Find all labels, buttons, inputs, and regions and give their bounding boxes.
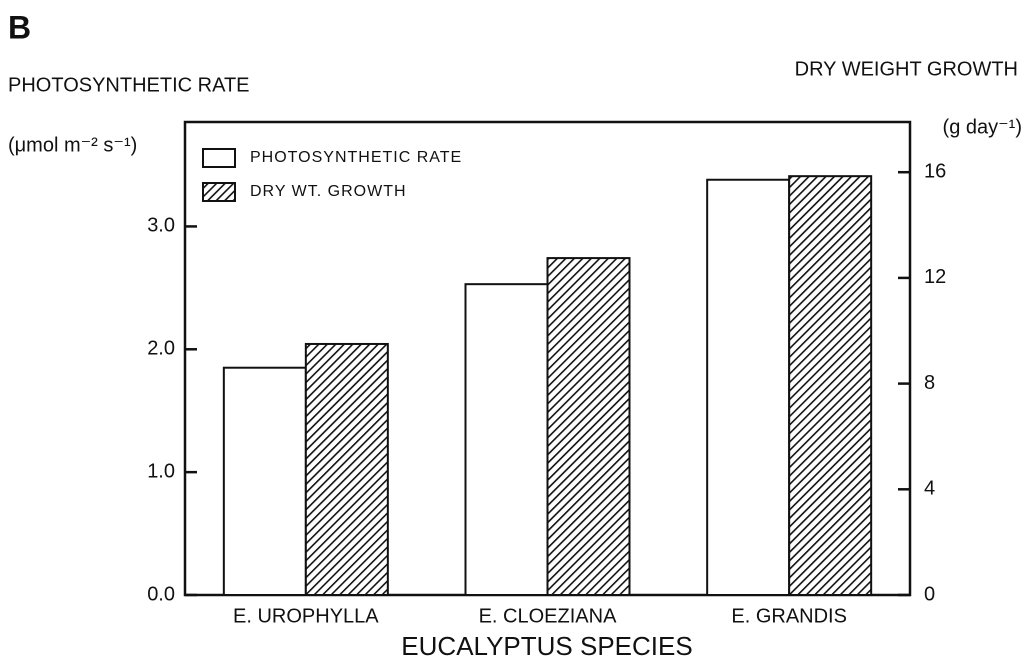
y-axis-unit: (μmol m⁻² s⁻¹) [8,134,137,156]
y2-axis-unit: (g day⁻¹) [943,116,1022,138]
legend-label: PHOTOSYNTHETIC RATE [250,149,462,166]
bar [222,366,307,597]
x-axis-title: EUCALYPTUS SPECIES [401,631,692,661]
x-tick-label: E. CLOEZIANA [479,605,617,627]
x-tick-label: E. GRANDIS [731,605,847,627]
y2-tick-label: 12 [924,266,946,288]
panel-label: B [8,9,31,45]
y-tick-label: 0.0 [147,583,175,605]
y-tick-label: 2.0 [147,338,175,360]
bar [546,257,631,596]
bar [464,283,549,596]
y-tick-label: 1.0 [147,460,175,482]
x-tick-label: E. UROPHYLLA [233,605,379,627]
y2-axis-title: DRY WEIGHT GROWTH [795,58,1018,80]
y2-tick-label: 0 [924,583,935,605]
bar [304,342,389,597]
y2-tick-label: 16 [924,160,946,182]
legend-swatch [202,182,236,202]
y2-tick-label: 4 [924,478,935,500]
y-axis-title: PHOTOSYNTHETIC RATE [8,74,250,96]
bar [706,178,791,596]
y-tick-label: 3.0 [147,215,175,237]
legend-swatch [202,148,236,168]
y2-tick-label: 8 [924,372,935,394]
legend-label: DRY WT. GROWTH [250,183,407,200]
bar [788,175,873,597]
